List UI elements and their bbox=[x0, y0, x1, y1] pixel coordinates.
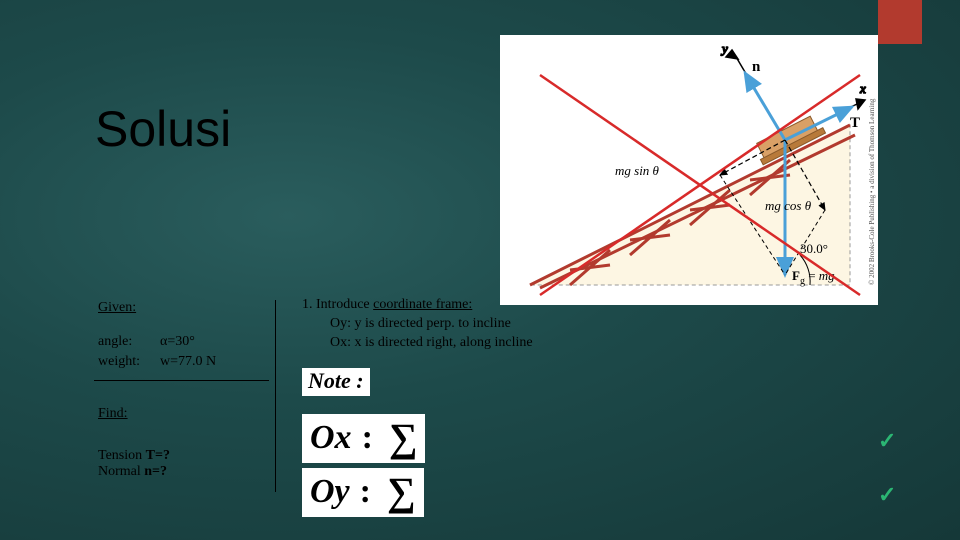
divider bbox=[94, 380, 269, 381]
tension-label: Tension bbox=[98, 448, 142, 463]
page-title: Solusi bbox=[95, 100, 231, 158]
equation-ox: Ox : ∑ bbox=[302, 414, 425, 463]
check-icon: ✓ bbox=[878, 482, 896, 508]
given-angle-label: angle: bbox=[98, 334, 160, 350]
vertical-divider bbox=[275, 300, 276, 492]
svg-text:30.0°: 30.0° bbox=[800, 241, 828, 256]
tension-row: Tension T=? bbox=[98, 448, 170, 464]
eq-oy-lhs: Oy bbox=[310, 473, 350, 511]
step1-l1a: 1. Introduce bbox=[302, 297, 373, 312]
find-heading: Find: bbox=[98, 406, 128, 421]
given-row-weight: weight: w=77.0 N bbox=[98, 354, 268, 370]
normal-value: n=? bbox=[144, 464, 167, 479]
given-heading: Given: bbox=[98, 300, 268, 316]
eq-ox-colon: : bbox=[362, 419, 373, 457]
note-label: Note : bbox=[302, 368, 370, 396]
given-angle-value: α=30° bbox=[160, 334, 195, 350]
equation-oy: Oy : ∑ bbox=[302, 468, 424, 517]
free-body-diagram: y x n T Fg = mg mg sin θ mg cos bbox=[500, 35, 878, 305]
normal-row: Normal n=? bbox=[98, 464, 170, 480]
given-weight-label: weight: bbox=[98, 354, 160, 370]
svg-text:T: T bbox=[850, 115, 860, 131]
svg-text:mg cos θ: mg cos θ bbox=[765, 198, 812, 213]
normal-label: Normal bbox=[98, 464, 141, 479]
eq-oy-colon: : bbox=[360, 473, 371, 511]
find-values: Tension T=? Normal n=? bbox=[98, 448, 170, 480]
sigma-icon: ∑ bbox=[387, 468, 416, 515]
given-block: Given: angle: α=30° weight: w=77.0 N bbox=[98, 300, 268, 370]
check-icon: ✓ bbox=[878, 428, 896, 454]
accent-bar bbox=[878, 0, 922, 44]
svg-text:x: x bbox=[859, 81, 866, 96]
given-row-angle: angle: α=30° bbox=[98, 334, 268, 350]
svg-text:mg sin θ: mg sin θ bbox=[615, 163, 660, 178]
eq-ox-lhs: Ox bbox=[310, 419, 352, 457]
step1-line3: Ox: x is directed right, along incline bbox=[302, 334, 533, 353]
step1-text: 1. Introduce coordinate frame: Oy: y is … bbox=[302, 296, 533, 353]
given-weight-value: w=77.0 N bbox=[160, 354, 216, 370]
step1-line2: Oy: y is directed perp. to incline bbox=[302, 315, 533, 334]
find-block: Find: bbox=[98, 406, 128, 422]
svg-text:y: y bbox=[720, 41, 728, 56]
svg-text:n: n bbox=[752, 59, 761, 75]
step1-l1b: coordinate frame: bbox=[373, 297, 472, 312]
sigma-icon: ∑ bbox=[389, 414, 418, 461]
svg-text:© 2002 Brooks-Cole Publishing: © 2002 Brooks-Cole Publishing • a divisi… bbox=[868, 98, 876, 285]
step1-line1: 1. Introduce coordinate frame: bbox=[302, 296, 533, 315]
tension-value: T=? bbox=[146, 448, 170, 463]
